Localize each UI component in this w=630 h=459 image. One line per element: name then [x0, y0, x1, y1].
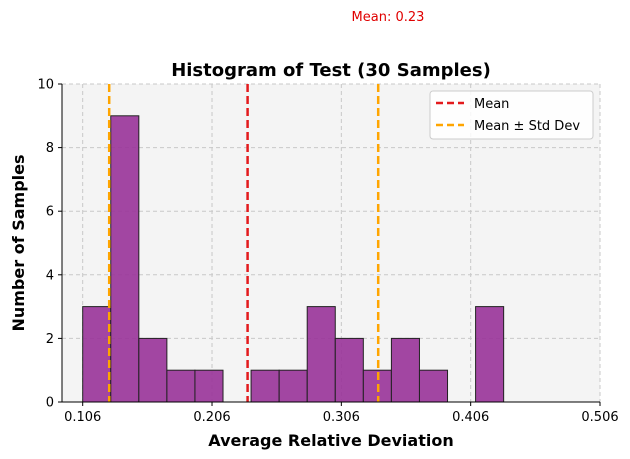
bar-1	[110, 115, 140, 403]
x-tick-label: 0.506	[581, 410, 618, 425]
bar-7	[278, 369, 308, 403]
y-tick-label: 2	[46, 332, 54, 347]
bar-14	[475, 306, 505, 403]
x-tick-label: 0.306	[323, 410, 360, 425]
y-tick-label: 10	[37, 78, 54, 93]
reference-lines	[107, 84, 380, 402]
bar-8	[306, 306, 336, 403]
bar-0	[82, 306, 112, 403]
x-tick-label: 0.406	[452, 410, 489, 425]
bar-12	[418, 369, 449, 403]
axes	[61, 84, 600, 403]
x-axis-label: Average Relative Deviation	[208, 431, 453, 450]
y-ticks: 0 2 4 6 8 10	[37, 78, 62, 411]
legend-mean-label: Mean	[474, 97, 509, 112]
bar-11	[390, 337, 420, 403]
legend-box	[429, 90, 594, 140]
y-axis-label: Number of Samples	[9, 154, 28, 331]
y-tick-label: 6	[46, 205, 54, 220]
chart-title: Histogram of Test (30 Samples)	[171, 60, 491, 81]
legend-std-label: Mean ± Std Dev	[474, 119, 580, 134]
bar-6	[250, 369, 280, 403]
bar-4	[194, 369, 224, 403]
y-tick-label: 8	[46, 141, 54, 156]
x-tick-label: 0.206	[193, 410, 230, 425]
bar-9	[334, 337, 364, 403]
x-tick-label: 0.106	[64, 410, 101, 425]
x-ticks: 0.106 0.206 0.306 0.406 0.506	[64, 402, 619, 425]
bar-2	[138, 337, 168, 403]
y-tick-label: 4	[46, 268, 54, 283]
mean-annotation: Mean: 0.23	[352, 10, 425, 25]
bars	[82, 115, 505, 403]
legend: Mean Mean ± Std Dev	[429, 90, 594, 140]
bar-3	[166, 369, 196, 403]
y-tick-label: 0	[46, 396, 54, 411]
